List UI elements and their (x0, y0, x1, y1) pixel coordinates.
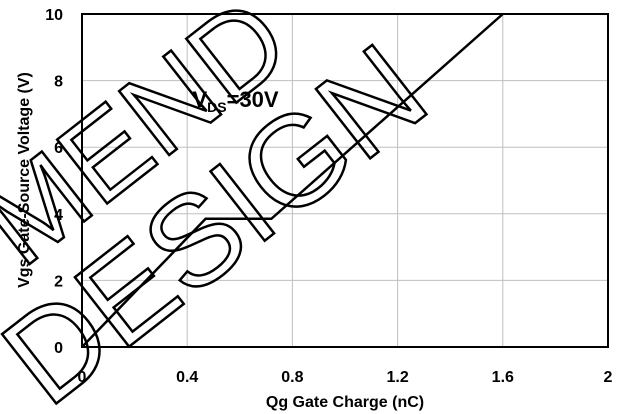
x-tick-label: 0 (78, 369, 87, 386)
grid (82, 14, 608, 347)
x-tick-label: 1.2 (386, 369, 408, 386)
series-line-0 (81, 13, 504, 348)
x-axis-title: Qg Gate Charge (nC) (266, 394, 424, 411)
y-tick-label: 2 (54, 273, 63, 290)
y-axis-title: Vgs Gate-Source Voltage (V) (16, 72, 33, 288)
y-tick-label: 0 (54, 340, 63, 357)
x-tick-label: 0.8 (281, 369, 303, 386)
y-tick-label: 10 (45, 7, 63, 24)
plot-frame (81, 13, 609, 348)
vds-annotation-main: V (192, 87, 207, 112)
y-tick-labels: 0 2 4 6 8 10 (45, 7, 63, 357)
vds-annotation-rest: =30V (227, 87, 279, 112)
y-tick-label: 6 (54, 140, 63, 157)
x-tick-label: 0.4 (176, 369, 198, 386)
x-tick-labels: 0 0.4 0.8 1.2 1.6 2 (78, 369, 613, 386)
vds-annotation: VDS=30V (192, 87, 278, 115)
x-tick-label: 1.6 (492, 369, 514, 386)
y-tick-label: 4 (54, 207, 63, 224)
x-tick-label: 2 (604, 369, 613, 386)
series-layer (81, 13, 504, 348)
y-tick-label: 8 (54, 74, 63, 91)
watermark: MEND DESIGN (0, 0, 453, 414)
vds-annotation-sub: DS (207, 99, 226, 115)
